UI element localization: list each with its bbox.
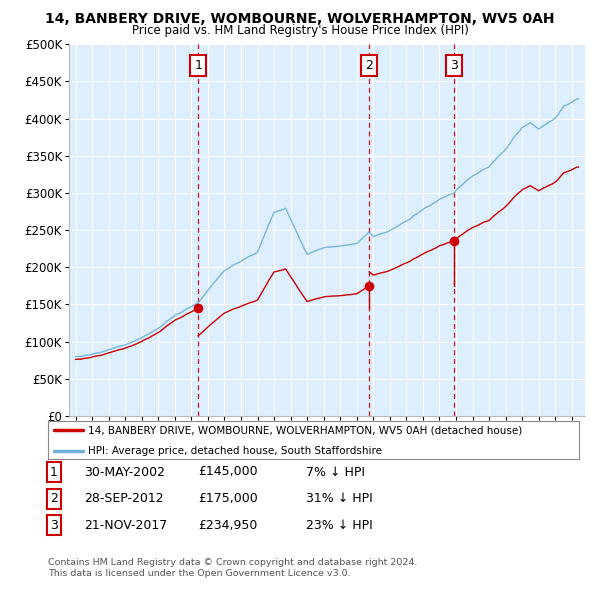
Text: £145,000: £145,000 bbox=[198, 466, 257, 478]
Text: 2: 2 bbox=[365, 58, 373, 71]
Text: £175,000: £175,000 bbox=[198, 492, 258, 505]
Text: 21-NOV-2017: 21-NOV-2017 bbox=[84, 519, 167, 532]
Text: 2: 2 bbox=[50, 492, 58, 505]
Text: 3: 3 bbox=[450, 58, 458, 71]
Text: 1: 1 bbox=[194, 58, 202, 71]
Text: 30-MAY-2002: 30-MAY-2002 bbox=[84, 466, 165, 478]
Text: 7% ↓ HPI: 7% ↓ HPI bbox=[306, 466, 365, 478]
Text: £234,950: £234,950 bbox=[198, 519, 257, 532]
Text: 14, BANBERY DRIVE, WOMBOURNE, WOLVERHAMPTON, WV5 0AH: 14, BANBERY DRIVE, WOMBOURNE, WOLVERHAMP… bbox=[45, 12, 555, 26]
Text: 23% ↓ HPI: 23% ↓ HPI bbox=[306, 519, 373, 532]
Text: 14, BANBERY DRIVE, WOMBOURNE, WOLVERHAMPTON, WV5 0AH (detached house): 14, BANBERY DRIVE, WOMBOURNE, WOLVERHAMP… bbox=[88, 425, 522, 435]
Text: HPI: Average price, detached house, South Staffordshire: HPI: Average price, detached house, Sout… bbox=[88, 445, 382, 455]
Text: 31% ↓ HPI: 31% ↓ HPI bbox=[306, 492, 373, 505]
Text: Price paid vs. HM Land Registry's House Price Index (HPI): Price paid vs. HM Land Registry's House … bbox=[131, 24, 469, 37]
Text: 1: 1 bbox=[50, 466, 58, 478]
Text: 28-SEP-2012: 28-SEP-2012 bbox=[84, 492, 164, 505]
Text: Contains HM Land Registry data © Crown copyright and database right 2024.: Contains HM Land Registry data © Crown c… bbox=[48, 558, 418, 568]
Text: 3: 3 bbox=[50, 519, 58, 532]
Text: This data is licensed under the Open Government Licence v3.0.: This data is licensed under the Open Gov… bbox=[48, 569, 350, 578]
